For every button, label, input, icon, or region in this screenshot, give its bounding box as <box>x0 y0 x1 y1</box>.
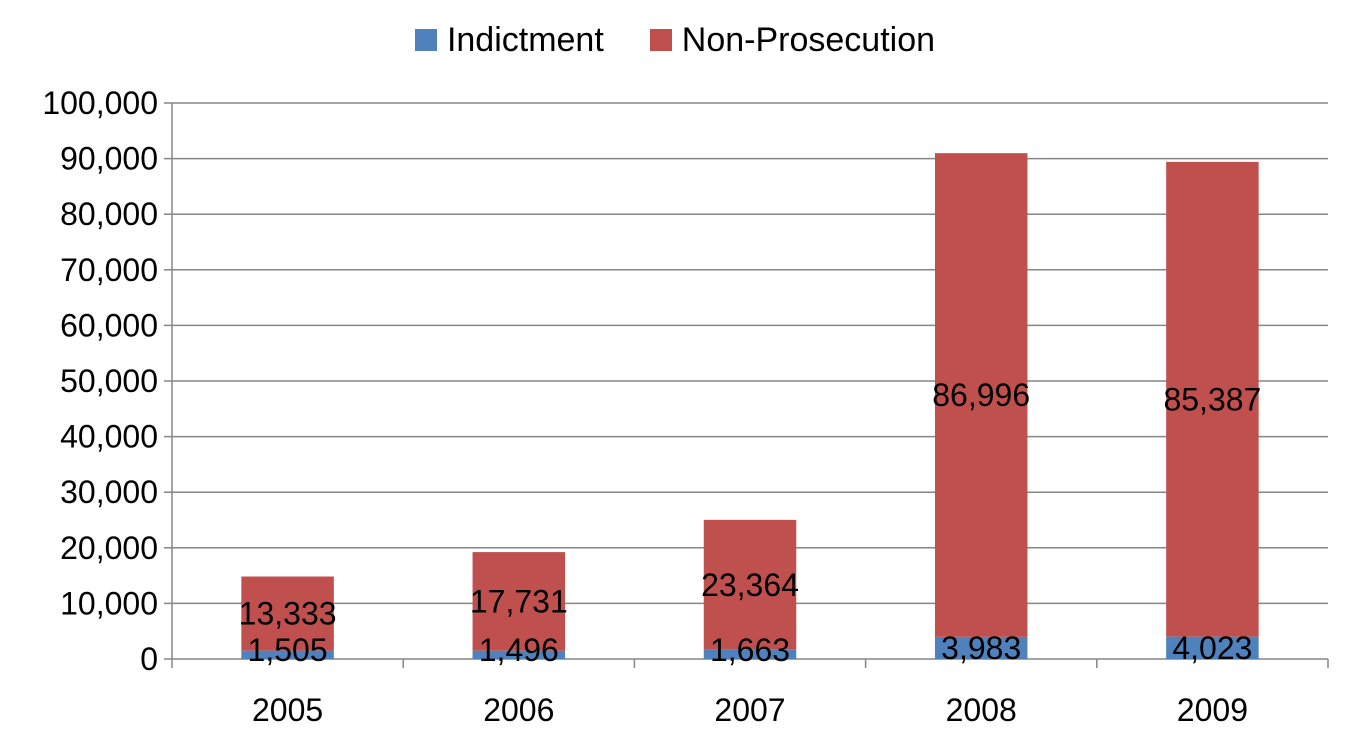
legend-item-indictment: Indictment <box>414 20 604 60</box>
data-label-non-prosecution-2008: 86,996 <box>932 377 1030 413</box>
y-tick-label: 20,000 <box>60 530 158 566</box>
y-tick-label: 80,000 <box>60 196 158 232</box>
bar-indictment-2007 <box>703 649 797 659</box>
x-tick-label: 2009 <box>1177 692 1248 728</box>
chart-legend: Indictment Non-Prosecution <box>0 18 1350 62</box>
y-tick-label: 0 <box>140 641 158 677</box>
x-tick-label: 2007 <box>714 692 785 728</box>
data-label-indictment-2009: 4,023 <box>1172 630 1252 666</box>
bar-indictment-2005 <box>241 650 334 659</box>
x-tick-label: 2008 <box>946 692 1017 728</box>
x-tick-label: 2005 <box>252 692 323 728</box>
legend-swatch-indictment <box>414 29 437 51</box>
y-tick-label: 90,000 <box>60 141 158 177</box>
bar-non-prosecution-2007 <box>703 519 797 650</box>
data-label-non-prosecution-2009: 85,387 <box>1163 381 1261 417</box>
bar-non-prosecution-2005 <box>241 576 334 651</box>
legend-label-indictment: Indictment <box>446 20 604 59</box>
bar-non-prosecution-2008 <box>934 153 1028 637</box>
y-tick-label: 50,000 <box>60 363 158 399</box>
y-tick-label: 60,000 <box>60 307 158 343</box>
legend-swatch-non-prosecution <box>649 29 672 51</box>
bar-indictment-2008 <box>934 636 1028 659</box>
data-label-indictment-2007: 1,663 <box>710 632 790 668</box>
bar-non-prosecution-2009 <box>1166 161 1259 637</box>
data-label-indictment-2006: 1,496 <box>479 632 559 668</box>
bar-indictment-2006 <box>472 650 566 659</box>
data-label-indictment-2008: 3,983 <box>941 630 1021 666</box>
data-label-non-prosecution-2007: 23,364 <box>701 567 799 603</box>
y-tick-label: 70,000 <box>60 252 158 288</box>
bar-indictment-2009 <box>1166 636 1259 659</box>
data-label-non-prosecution-2005: 13,333 <box>239 596 337 632</box>
legend-item-non-prosecution: Non-Prosecution <box>649 20 936 60</box>
y-tick-label: 40,000 <box>60 419 158 455</box>
y-tick-label: 30,000 <box>60 474 158 510</box>
data-label-non-prosecution-2006: 17,731 <box>470 583 568 619</box>
bar-non-prosecution-2006 <box>472 552 566 651</box>
y-tick-label: 100,000 <box>42 85 158 121</box>
data-label-indictment-2005: 1,505 <box>248 632 328 668</box>
legend-label-non-prosecution: Non-Prosecution <box>681 20 936 59</box>
y-tick-label: 10,000 <box>60 585 158 621</box>
x-tick-label: 2006 <box>483 692 554 728</box>
